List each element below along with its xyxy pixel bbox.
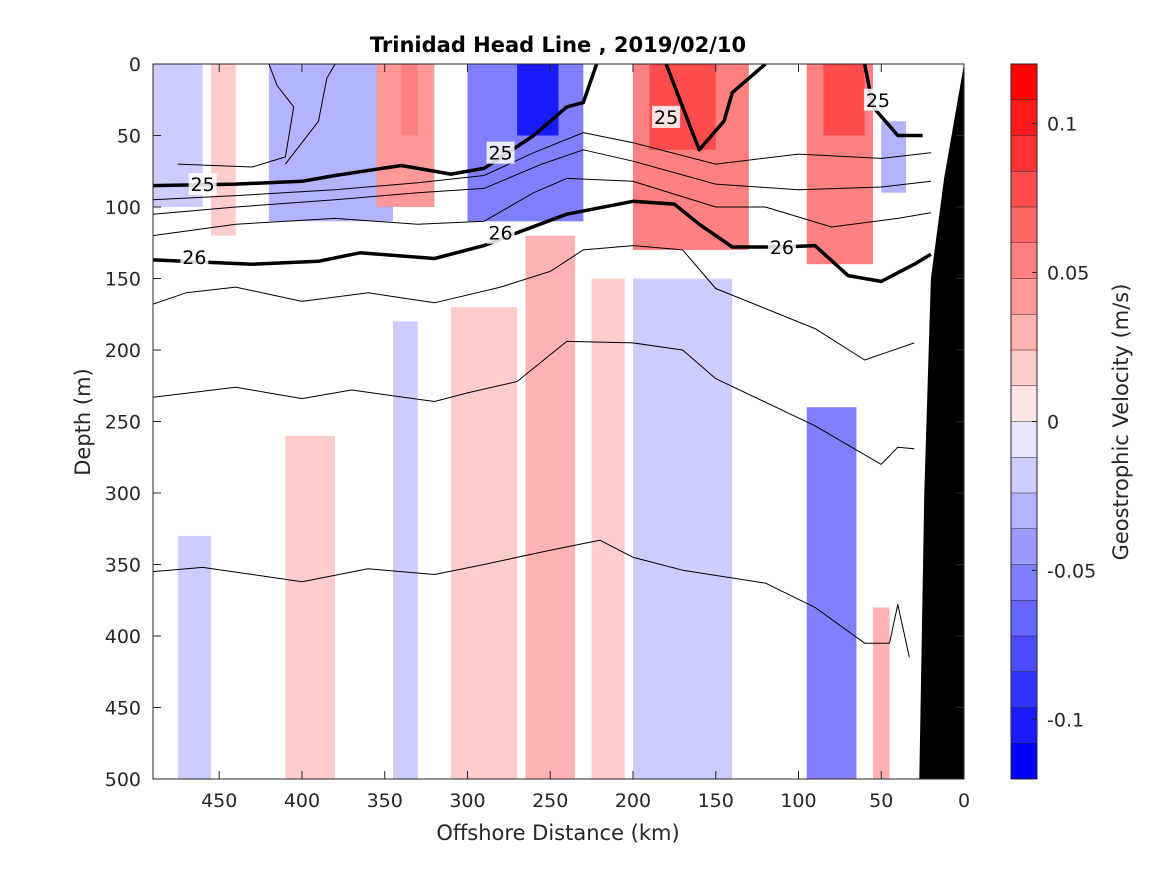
colorbar-segment-7 bbox=[1011, 314, 1037, 350]
x-tick-label: 100 bbox=[780, 790, 816, 812]
y-axis-label: Depth (m) bbox=[71, 368, 95, 475]
contour-label-26-1: 26 bbox=[488, 223, 512, 245]
isopycnal-bold-line-3 bbox=[664, 64, 767, 152]
isopycnal-line-11 bbox=[153, 539, 910, 658]
colorbar-segment-3 bbox=[1011, 171, 1037, 207]
isopycnal-line-0 bbox=[177, 64, 295, 168]
velocity-cell-19 bbox=[177, 535, 211, 779]
velocity-cell-13 bbox=[525, 235, 576, 779]
velocity-cell-16 bbox=[806, 407, 857, 779]
y-tick-label: 500 bbox=[105, 769, 141, 791]
colorbar-segment-19 bbox=[1011, 743, 1037, 779]
y-tick-label: 200 bbox=[105, 340, 141, 362]
velocity-cell-4 bbox=[401, 64, 418, 136]
isopycnal-line-7 bbox=[153, 177, 931, 237]
isopycnal-line-9 bbox=[153, 245, 915, 361]
continental-slope-bathymetry bbox=[919, 64, 964, 779]
colorbar-segment-12 bbox=[1011, 493, 1037, 529]
isopycnal-line-1 bbox=[285, 64, 336, 165]
contour-label-bg bbox=[767, 236, 796, 259]
colorbar-segment-9 bbox=[1011, 385, 1037, 422]
y-tick-label: 400 bbox=[105, 626, 141, 648]
x-axis-ticks: 450 400 350 300 250 200 150 100 50 0 bbox=[201, 64, 970, 812]
x-tick-label: 400 bbox=[284, 790, 320, 812]
x-tick-label: 250 bbox=[532, 790, 568, 812]
y-tick-label: 300 bbox=[105, 483, 141, 505]
velocity-cell-20 bbox=[872, 607, 890, 779]
isopycnal-line-10 bbox=[153, 340, 915, 465]
contour-label-bg bbox=[188, 173, 217, 196]
velocity-cell-6 bbox=[517, 64, 559, 136]
colorbar-segment-4 bbox=[1011, 207, 1037, 243]
contour-label-26-2: 26 bbox=[770, 237, 794, 259]
velocity-cell-17 bbox=[285, 435, 336, 779]
colorbar-tick-label: -0.05 bbox=[1047, 560, 1096, 582]
y-tick-label: 250 bbox=[105, 412, 141, 434]
y-tick-label: 50 bbox=[117, 126, 141, 148]
x-tick-label: 450 bbox=[201, 790, 237, 812]
contour-label-bg bbox=[863, 88, 892, 111]
isopycnal-contours bbox=[153, 64, 932, 658]
velocity-cell-10 bbox=[823, 64, 865, 136]
x-tick-label: 300 bbox=[449, 790, 485, 812]
contour-label-bg bbox=[180, 246, 209, 269]
contour-labels: 25 25 25 25 26 26 26 bbox=[180, 88, 892, 269]
isopycnal-bold-line-2 bbox=[153, 64, 599, 188]
colorbar-segment-10 bbox=[1011, 421, 1037, 458]
x-tick-label: 200 bbox=[615, 790, 651, 812]
y-tick-label: 150 bbox=[105, 269, 141, 291]
contour-label-25-0: 25 bbox=[191, 174, 215, 196]
colorbar-segment-11 bbox=[1011, 457, 1037, 493]
colorbar-tick-label: 0.05 bbox=[1047, 263, 1089, 285]
colorbar-segment-2 bbox=[1011, 135, 1037, 172]
isopycnal-bold-line-8 bbox=[153, 199, 932, 284]
colorbar-segment-16 bbox=[1011, 636, 1037, 672]
chart-title: Trinidad Head Line , 2019/02/10 bbox=[370, 33, 746, 57]
plot-area: 25 25 25 25 26 26 26 bbox=[153, 64, 964, 779]
contour-label-25-2: 25 bbox=[654, 107, 678, 129]
velocity-cell-1 bbox=[210, 64, 236, 236]
contour-label-bg bbox=[486, 141, 515, 164]
y-tick-label: 350 bbox=[105, 555, 141, 577]
colorbar-segment-0 bbox=[1011, 64, 1037, 100]
velocity-cell-15 bbox=[632, 278, 733, 779]
contour-label-26-0: 26 bbox=[182, 247, 206, 269]
colorbar-tick-label: 0.1 bbox=[1047, 114, 1077, 136]
x-tick-label: 0 bbox=[958, 790, 970, 812]
y-tick-label: 450 bbox=[105, 698, 141, 720]
contour-label-25-1: 25 bbox=[488, 143, 512, 165]
colorbar-segment-15 bbox=[1011, 600, 1037, 636]
colorbar: 0.1 0.05 0 -0.05 -0.1 bbox=[1010, 63, 1096, 780]
isopycnal-line-5 bbox=[153, 132, 931, 201]
colorbar-segment-14 bbox=[1011, 564, 1037, 601]
velocity-cell-2 bbox=[268, 64, 393, 222]
y-axis-ticks: 0 50 100 150 200 250 300 350 400 450 500 bbox=[105, 54, 964, 791]
y-tick-label: 0 bbox=[129, 54, 141, 76]
colorbar-segment-17 bbox=[1011, 671, 1037, 708]
y-tick-label: 100 bbox=[105, 197, 141, 219]
colorbar-label: Geostrophic Velocity (m/s) bbox=[1109, 284, 1133, 561]
contour-label-bg bbox=[486, 221, 515, 244]
x-tick-label: 350 bbox=[367, 790, 403, 812]
x-tick-label: 150 bbox=[698, 790, 734, 812]
colorbar-segment-13 bbox=[1011, 528, 1037, 565]
colorbar-segment-5 bbox=[1011, 242, 1037, 279]
isopycnal-bold-line-4 bbox=[862, 64, 923, 138]
velocity-cell-18 bbox=[392, 321, 418, 779]
contour-label-bg bbox=[652, 105, 681, 128]
colorbar-tick-label: 0 bbox=[1047, 412, 1059, 434]
x-axis-label: Offshore Distance (km) bbox=[436, 821, 679, 845]
colorbar-tick-label: -0.1 bbox=[1047, 709, 1084, 731]
contour-label-25-3: 25 bbox=[866, 90, 890, 112]
velocity-cell-12 bbox=[450, 307, 518, 779]
colorbar-segment-1 bbox=[1011, 99, 1037, 136]
isopycnal-line-6 bbox=[153, 149, 931, 215]
colorbar-segment-18 bbox=[1011, 707, 1037, 744]
colorbar-segment-6 bbox=[1011, 278, 1037, 315]
colorbar-segment-8 bbox=[1011, 350, 1037, 386]
velocity-cell-14 bbox=[591, 278, 625, 779]
x-tick-label: 50 bbox=[869, 790, 893, 812]
